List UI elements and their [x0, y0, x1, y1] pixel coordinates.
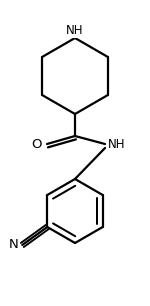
Text: N: N: [9, 238, 18, 252]
Text: NH: NH: [66, 24, 84, 37]
Text: NH: NH: [108, 137, 126, 151]
Text: O: O: [32, 137, 42, 151]
